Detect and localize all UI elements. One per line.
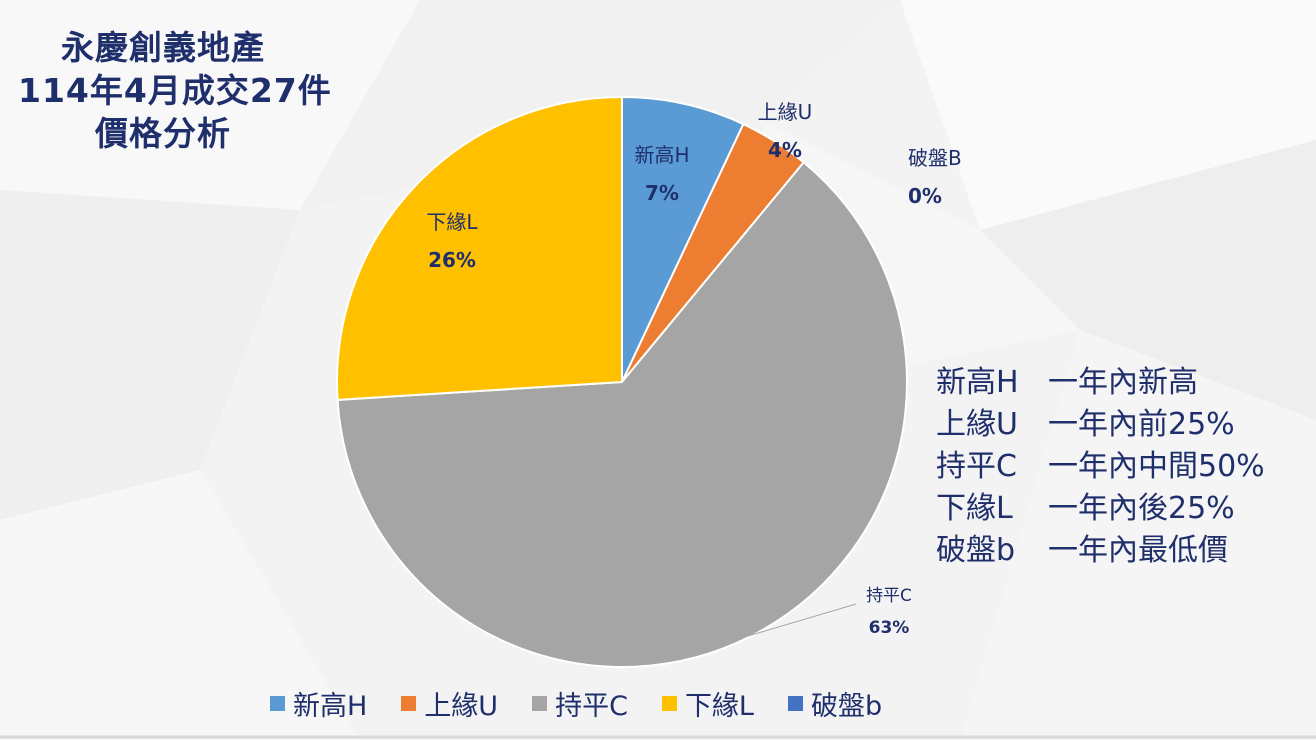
data-label-flat-name: 持平C [866,586,912,606]
data-label-flat: 持平C 63% [849,580,929,644]
data-label-lower-name: 下緣L [426,210,478,234]
definition-row: 下緣L 一年內後25% [936,488,1265,530]
category-definitions: 新高H 一年內新高 上緣U 一年內前25% 持平C 一年內中間50% 下緣L 一… [936,362,1265,572]
title-line-2: 114年4月成交27件 [18,71,332,110]
leader-line-flat [747,603,857,637]
definition-row: 上緣U 一年內前25% [936,404,1265,446]
data-label-upper: 上緣U 4% [745,93,825,169]
data-label-new-high-name: 新高H [634,143,690,167]
pie-slice-lower [336,95,623,401]
chart-legend: 新高H 上緣U 持平C 下緣L 破盤b [270,683,916,723]
definition-desc: 一年內最低價 [1048,533,1228,568]
pie-slice-new-high [621,95,745,383]
definition-row: 持平C 一年內中間50% [936,446,1265,488]
legend-label: 破盤b [810,690,883,722]
pie-slice-flat [336,160,908,668]
data-label-lower-value: 26% [428,248,476,272]
title-line-1: 永慶創義地產 [61,28,265,67]
data-label-new-high-value: 7% [645,181,679,205]
definition-row: 新高H 一年內新高 [936,362,1265,404]
legend-swatch [787,695,803,711]
definition-desc: 一年內中間50% [1048,449,1265,484]
legend-item-breakdown: 破盤b [787,684,883,723]
legend-swatch [661,695,677,711]
legend-label: 下緣L [684,690,754,722]
legend-label: 持平C [555,690,628,722]
data-label-upper-value: 4% [768,138,802,162]
definition-row: 破盤b 一年內最低價 [936,530,1265,572]
definition-desc: 一年內新高 [1048,365,1198,400]
legend-item-lower: 下緣L [661,684,754,723]
legend-item-upper: 上緣U [401,684,498,723]
definition-desc: 一年內前25% [1048,407,1235,442]
data-label-flat-value: 63% [868,618,910,638]
title-line-3: 價格分析 [95,114,231,153]
legend-item-new-high: 新高H [270,684,367,723]
definition-code: 上緣U [936,407,1018,442]
definition-code: 下緣L [936,491,1013,526]
data-label-breakdown-value: 0% [908,184,942,208]
legend-swatch [401,695,417,711]
legend-swatch [532,695,548,711]
chart-title: 永慶創義地產 114年4月成交27件 價格分析 [18,26,332,155]
data-label-breakdown: 破盤B 0% [908,139,988,215]
definition-code: 破盤b [936,533,1016,568]
definition-desc: 一年內後25% [1048,491,1235,526]
legend-item-flat: 持平C [532,684,628,723]
definition-code: 新高H [936,365,1019,400]
legend-label: 新高H [293,690,368,722]
legend-swatch [270,695,285,711]
definition-code: 持平C [936,449,1017,484]
legend-label: 上緣U [424,690,499,722]
data-label-new-high: 新高H 7% [627,136,697,212]
data-label-lower: 下緣L 26% [412,203,492,279]
data-label-breakdown-name: 破盤B [908,146,962,170]
data-label-upper-name: 上緣U [757,100,813,124]
